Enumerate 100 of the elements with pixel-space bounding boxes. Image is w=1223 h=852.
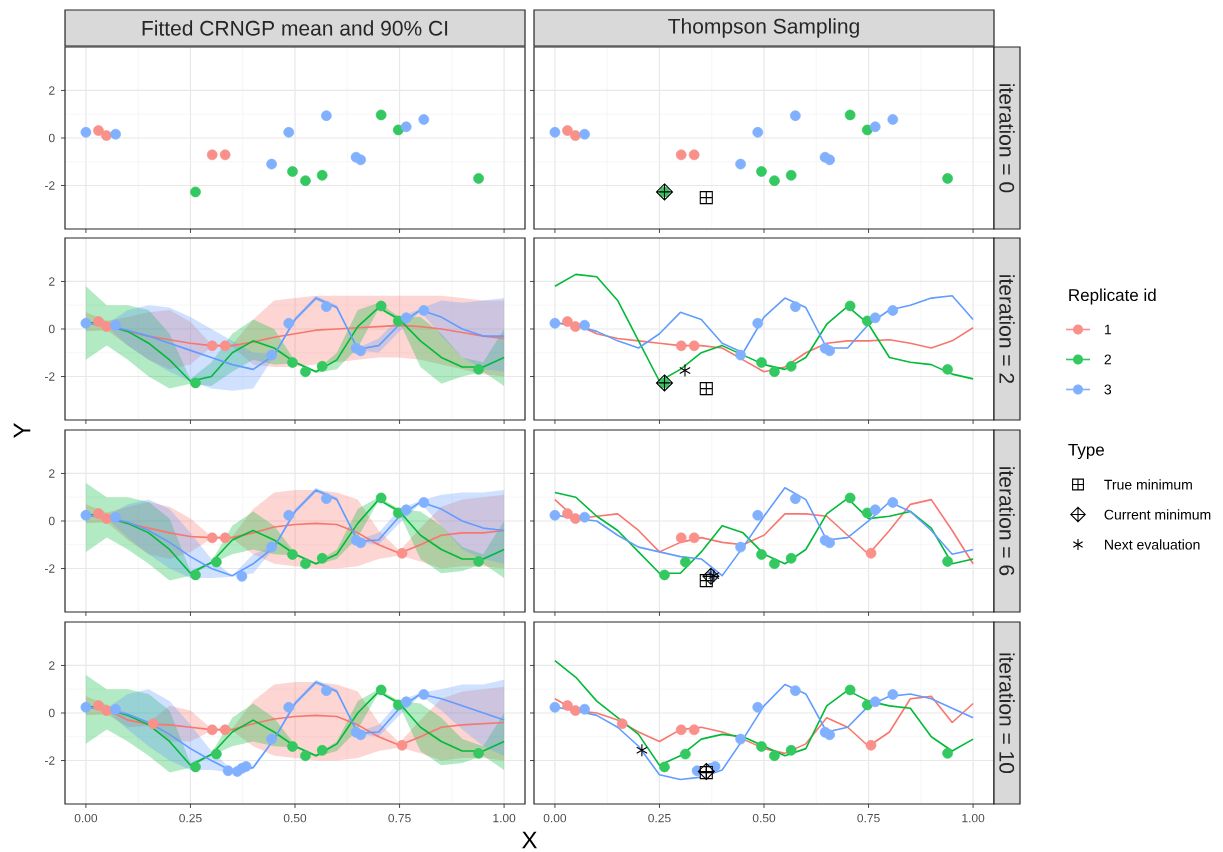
- point: [688, 149, 700, 161]
- x-tick-label: 0.50: [752, 813, 776, 823]
- point: [211, 556, 222, 568]
- point: [769, 750, 780, 762]
- point: [675, 532, 687, 544]
- point: [752, 317, 764, 329]
- point: [549, 317, 561, 329]
- y-tick-label: 2: [49, 469, 55, 478]
- point: [869, 504, 881, 516]
- point: [206, 340, 218, 352]
- point: [80, 509, 92, 521]
- y-tick-label: -2: [44, 372, 55, 381]
- point: [887, 305, 899, 316]
- point: [688, 532, 700, 544]
- point: [790, 493, 801, 504]
- point: [418, 689, 430, 700]
- point: [321, 301, 332, 312]
- point: [110, 128, 121, 140]
- point: [418, 305, 430, 316]
- point: [375, 684, 387, 696]
- point: [110, 703, 121, 715]
- x-tick-label: 0.75: [857, 813, 880, 823]
- point: [101, 130, 112, 141]
- point: [355, 537, 366, 549]
- text: iteration = 10: [999, 653, 1015, 774]
- point: [418, 497, 430, 508]
- point: [752, 509, 764, 521]
- point: [283, 317, 295, 329]
- text: iteration = 6: [999, 467, 1015, 576]
- point: [579, 319, 590, 331]
- point: [375, 109, 387, 121]
- point: [562, 125, 573, 136]
- point: [769, 366, 780, 378]
- point: [211, 748, 222, 760]
- point: [570, 513, 581, 524]
- point: [236, 571, 248, 582]
- point: [219, 149, 231, 161]
- point: [865, 547, 877, 559]
- point: [206, 149, 218, 161]
- point: [756, 741, 767, 752]
- x-axis-title: X: [522, 831, 537, 849]
- point: [579, 703, 590, 715]
- point: [418, 114, 430, 125]
- point: [80, 317, 92, 329]
- point: [735, 541, 746, 553]
- point: [190, 377, 201, 389]
- point: [735, 733, 746, 745]
- point: [844, 492, 856, 504]
- point: [790, 301, 801, 312]
- point: [844, 684, 856, 696]
- point: [110, 319, 121, 331]
- point: [785, 360, 797, 372]
- point: [790, 685, 801, 696]
- point: [579, 128, 590, 140]
- point: [266, 158, 277, 170]
- point: [679, 364, 691, 378]
- point: [287, 166, 298, 177]
- point: [785, 169, 797, 181]
- legend-label: Next evaluation: [1105, 539, 1200, 550]
- point: [300, 558, 311, 570]
- point: [942, 173, 953, 184]
- point: [942, 556, 953, 567]
- point: [697, 762, 715, 780]
- point: [562, 700, 573, 711]
- legend-label: Current minimum: [1104, 509, 1211, 520]
- point: [190, 761, 201, 773]
- point: [316, 552, 328, 564]
- point: [785, 744, 797, 756]
- y-tick-label: 0: [48, 324, 55, 334]
- point: [824, 729, 835, 741]
- point: [636, 743, 648, 757]
- point: [190, 569, 201, 581]
- x-tick-label: 0.25: [648, 813, 671, 823]
- point: [321, 685, 332, 696]
- point: [887, 114, 899, 125]
- point: [570, 130, 581, 141]
- point: [616, 718, 628, 730]
- point: [93, 700, 104, 711]
- point: [206, 724, 218, 736]
- point: [824, 154, 835, 166]
- point: [702, 567, 720, 585]
- point: [659, 569, 670, 581]
- point: [549, 509, 561, 521]
- y-tick-label: 2: [49, 86, 55, 95]
- x-tick-label: 0.50: [283, 813, 307, 823]
- point: [316, 744, 328, 756]
- point: [283, 126, 295, 138]
- point: [887, 497, 899, 508]
- point: [688, 724, 700, 736]
- y-tick-label: 0: [48, 708, 55, 718]
- point: [473, 748, 484, 759]
- x-tick-label: 0.00: [74, 813, 98, 823]
- point: [287, 549, 298, 560]
- point: [355, 729, 366, 741]
- point: [769, 558, 780, 570]
- point: [266, 349, 277, 361]
- point: [942, 364, 953, 375]
- point: [316, 360, 328, 372]
- y-tick-label: 0: [48, 133, 55, 143]
- point: [400, 504, 412, 516]
